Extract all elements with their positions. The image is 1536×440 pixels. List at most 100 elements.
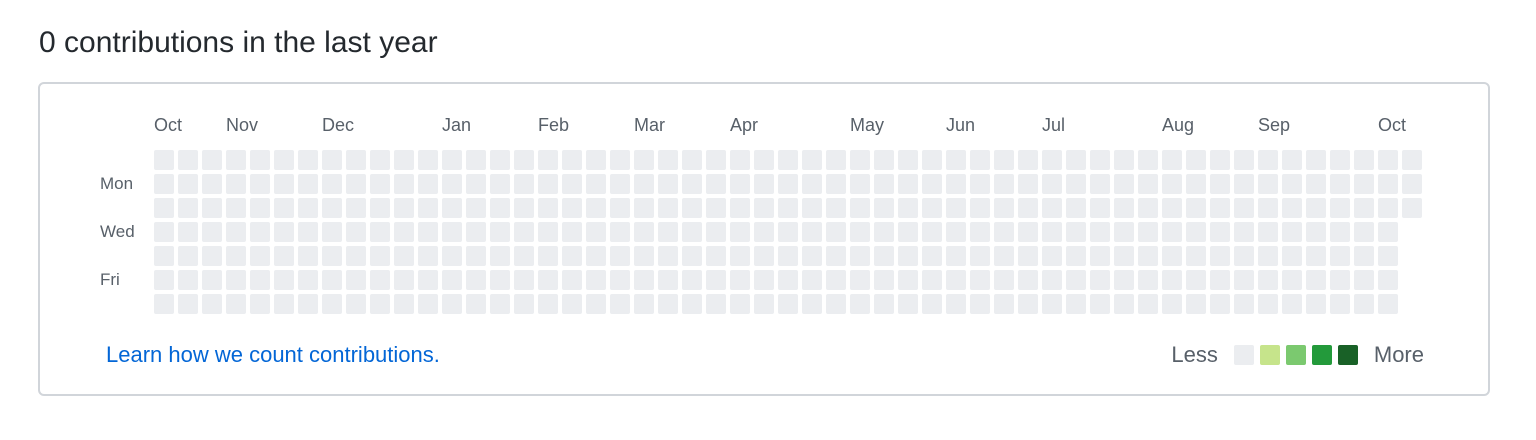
contribution-day-cell[interactable]: [466, 246, 486, 266]
contribution-day-cell[interactable]: [370, 174, 390, 194]
contribution-day-cell[interactable]: [850, 294, 870, 314]
contribution-day-cell[interactable]: [562, 222, 582, 242]
contribution-day-cell[interactable]: [946, 246, 966, 266]
contribution-day-cell[interactable]: [274, 294, 294, 314]
contribution-day-cell[interactable]: [1306, 198, 1326, 218]
contribution-day-cell[interactable]: [250, 222, 270, 242]
contribution-day-cell[interactable]: [178, 270, 198, 290]
contribution-day-cell[interactable]: [730, 198, 750, 218]
contribution-day-cell[interactable]: [466, 198, 486, 218]
contribution-day-cell[interactable]: [1306, 270, 1326, 290]
contribution-day-cell[interactable]: [1354, 294, 1374, 314]
contribution-day-cell[interactable]: [322, 222, 342, 242]
contribution-day-cell[interactable]: [394, 246, 414, 266]
contribution-day-cell[interactable]: [778, 246, 798, 266]
contribution-day-cell[interactable]: [562, 174, 582, 194]
contribution-day-cell[interactable]: [1306, 150, 1326, 170]
contribution-day-cell[interactable]: [514, 150, 534, 170]
contribution-day-cell[interactable]: [298, 294, 318, 314]
contribution-day-cell[interactable]: [418, 150, 438, 170]
contribution-day-cell[interactable]: [778, 270, 798, 290]
contribution-day-cell[interactable]: [1282, 270, 1302, 290]
contribution-day-cell[interactable]: [994, 246, 1014, 266]
contribution-day-cell[interactable]: [1066, 174, 1086, 194]
contribution-day-cell[interactable]: [994, 270, 1014, 290]
contribution-day-cell[interactable]: [682, 150, 702, 170]
contribution-day-cell[interactable]: [898, 246, 918, 266]
contribution-day-cell[interactable]: [922, 246, 942, 266]
contribution-day-cell[interactable]: [922, 198, 942, 218]
contribution-day-cell[interactable]: [754, 246, 774, 266]
contribution-day-cell[interactable]: [1330, 270, 1350, 290]
contribution-day-cell[interactable]: [1378, 150, 1398, 170]
contribution-day-cell[interactable]: [586, 222, 606, 242]
contribution-day-cell[interactable]: [418, 174, 438, 194]
contribution-day-cell[interactable]: [682, 294, 702, 314]
contribution-day-cell[interactable]: [1138, 222, 1158, 242]
contribution-day-cell[interactable]: [1354, 222, 1374, 242]
contribution-day-cell[interactable]: [874, 150, 894, 170]
contribution-day-cell[interactable]: [706, 246, 726, 266]
contribution-day-cell[interactable]: [1162, 150, 1182, 170]
contribution-day-cell[interactable]: [1018, 150, 1038, 170]
contribution-day-cell[interactable]: [826, 246, 846, 266]
contribution-day-cell[interactable]: [562, 246, 582, 266]
contribution-day-cell[interactable]: [1114, 150, 1134, 170]
contribution-day-cell[interactable]: [442, 150, 462, 170]
contribution-day-cell[interactable]: [634, 150, 654, 170]
contribution-day-cell[interactable]: [1162, 294, 1182, 314]
contribution-day-cell[interactable]: [1258, 270, 1278, 290]
contribution-day-cell[interactable]: [1138, 294, 1158, 314]
contribution-day-cell[interactable]: [610, 222, 630, 242]
contribution-day-cell[interactable]: [586, 246, 606, 266]
contribution-day-cell[interactable]: [322, 294, 342, 314]
contribution-day-cell[interactable]: [1258, 222, 1278, 242]
contribution-day-cell[interactable]: [1330, 294, 1350, 314]
contribution-day-cell[interactable]: [658, 294, 678, 314]
contribution-day-cell[interactable]: [1186, 222, 1206, 242]
contribution-day-cell[interactable]: [802, 246, 822, 266]
contribution-day-cell[interactable]: [1258, 174, 1278, 194]
contribution-day-cell[interactable]: [1378, 222, 1398, 242]
contribution-day-cell[interactable]: [1186, 150, 1206, 170]
contribution-day-cell[interactable]: [490, 270, 510, 290]
contribution-day-cell[interactable]: [562, 198, 582, 218]
contribution-day-cell[interactable]: [658, 150, 678, 170]
contribution-day-cell[interactable]: [826, 150, 846, 170]
contribution-day-cell[interactable]: [1258, 150, 1278, 170]
contribution-day-cell[interactable]: [1210, 150, 1230, 170]
contribution-day-cell[interactable]: [538, 270, 558, 290]
contribution-day-cell[interactable]: [898, 294, 918, 314]
contribution-day-cell[interactable]: [850, 270, 870, 290]
contribution-day-cell[interactable]: [1138, 246, 1158, 266]
contribution-day-cell[interactable]: [154, 222, 174, 242]
contribution-day-cell[interactable]: [394, 222, 414, 242]
contribution-day-cell[interactable]: [202, 294, 222, 314]
learn-how-we-count-link[interactable]: Learn how we count contributions.: [106, 342, 440, 367]
contribution-day-cell[interactable]: [202, 222, 222, 242]
contribution-day-cell[interactable]: [562, 270, 582, 290]
contribution-day-cell[interactable]: [1258, 198, 1278, 218]
contribution-day-cell[interactable]: [1066, 198, 1086, 218]
contribution-day-cell[interactable]: [274, 174, 294, 194]
contribution-day-cell[interactable]: [922, 270, 942, 290]
contribution-day-cell[interactable]: [1330, 150, 1350, 170]
contribution-day-cell[interactable]: [514, 246, 534, 266]
contribution-day-cell[interactable]: [658, 246, 678, 266]
contribution-day-cell[interactable]: [226, 198, 246, 218]
contribution-day-cell[interactable]: [1282, 222, 1302, 242]
contribution-day-cell[interactable]: [298, 198, 318, 218]
contribution-day-cell[interactable]: [1186, 246, 1206, 266]
contribution-day-cell[interactable]: [1282, 174, 1302, 194]
contribution-day-cell[interactable]: [1018, 174, 1038, 194]
contribution-day-cell[interactable]: [274, 150, 294, 170]
contribution-day-cell[interactable]: [778, 174, 798, 194]
contribution-day-cell[interactable]: [1018, 270, 1038, 290]
contribution-day-cell[interactable]: [1210, 294, 1230, 314]
contribution-day-cell[interactable]: [874, 270, 894, 290]
contribution-day-cell[interactable]: [154, 174, 174, 194]
contribution-day-cell[interactable]: [226, 150, 246, 170]
contribution-day-cell[interactable]: [466, 294, 486, 314]
contribution-day-cell[interactable]: [1234, 198, 1254, 218]
contribution-day-cell[interactable]: [1378, 294, 1398, 314]
